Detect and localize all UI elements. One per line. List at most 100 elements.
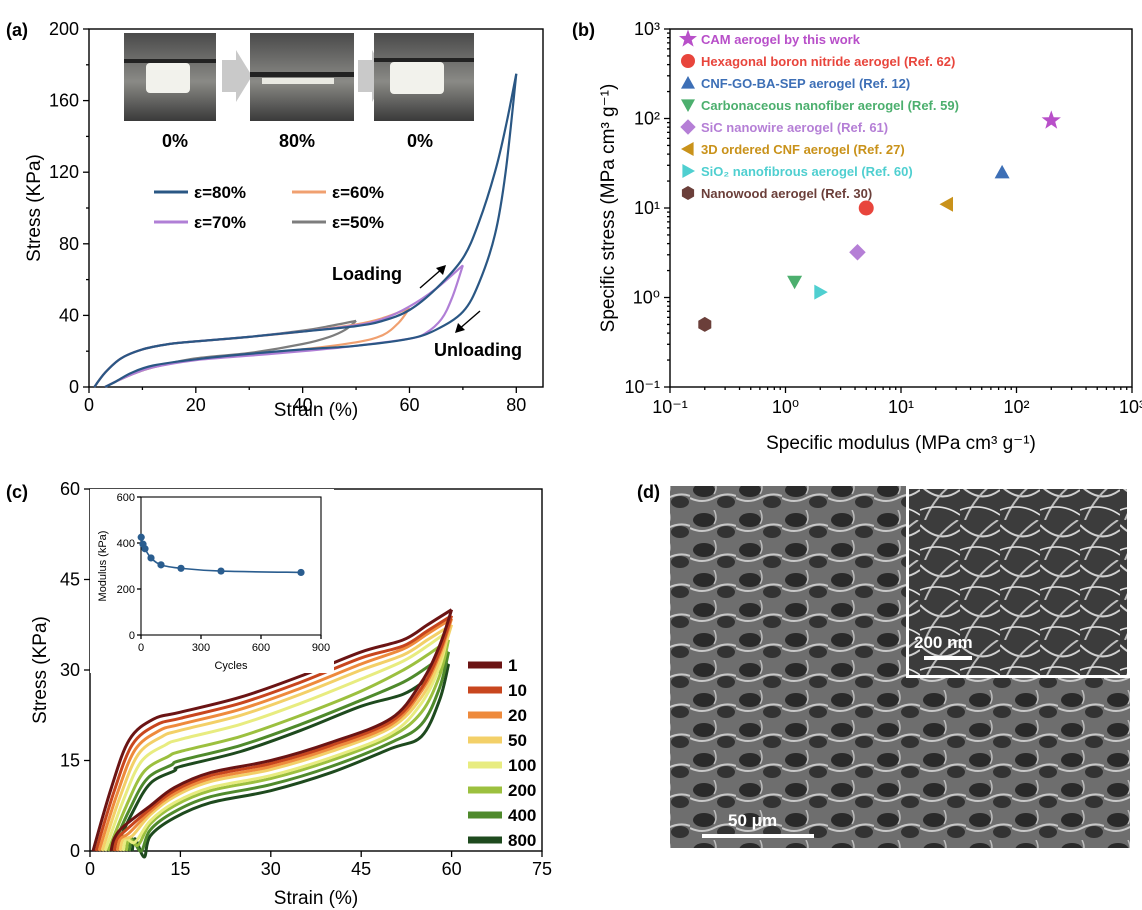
unloading-curve <box>112 615 454 852</box>
panel-c-ylabel: Stress (KPa) <box>30 616 51 724</box>
panel-a-legend: ε=80% ε=70% ε=60% ε=50% <box>154 183 384 232</box>
legend-marker <box>680 119 696 135</box>
legend-marker <box>681 186 695 200</box>
sample-compressed <box>262 78 334 84</box>
arrow-right-icon <box>358 50 388 102</box>
unloading-curve <box>115 618 454 852</box>
legend-label: 3D ordered CNF aerogel (Ref. 27) <box>701 142 905 157</box>
y-tick-label: 30 <box>60 660 80 680</box>
y-tick-label: 0 <box>70 841 80 861</box>
x-tick-label: 0 <box>85 859 95 879</box>
y-tick-label: 10³ <box>634 19 660 39</box>
y-tick-label: 0 <box>69 377 79 397</box>
legend-marker <box>681 76 695 89</box>
inset-point <box>147 554 155 562</box>
legend-label: CAM aerogel by this work <box>701 32 861 47</box>
panel-a-curves <box>93 73 518 388</box>
y-tick-label: 15 <box>60 751 80 771</box>
loading-arrow <box>419 267 444 289</box>
x-tick-label: 10⁰ <box>772 397 799 417</box>
arrow-down-left-icon <box>455 323 465 333</box>
panel-c-xlabel: Strain (%) <box>274 888 358 909</box>
legend-label: 10 <box>508 681 527 700</box>
panel-a-xlabel: Strain (%) <box>274 400 358 421</box>
inset-point <box>137 533 145 541</box>
legend-label: SiC nanowire aerogel (Ref. 61) <box>701 120 888 135</box>
unloading-curve <box>104 264 464 388</box>
x-tick-label: 10¹ <box>888 397 914 417</box>
inset-ylabel: Modulus (kPa) <box>97 531 109 602</box>
panel-b-label: (b) <box>572 20 595 40</box>
sample-recovered <box>390 62 444 94</box>
data-point <box>849 244 866 261</box>
inset-point <box>217 567 225 575</box>
inset-y-tick-label: 200 <box>117 584 135 596</box>
unloading-curve <box>118 624 454 852</box>
inset-point <box>157 561 165 569</box>
sem-inset-image <box>909 489 1127 675</box>
unloading-curve <box>121 630 451 852</box>
legend-marker <box>681 142 694 156</box>
sample-initial <box>146 63 190 93</box>
x-tick-label: 30 <box>261 859 281 879</box>
y-tick-label: 10² <box>634 109 660 129</box>
sem-scale-label: 50 μm <box>728 811 777 830</box>
panel-c-legend: 1 10 20 50 100 200 400 800 <box>468 656 536 850</box>
legend-label-eps80: ε=80% <box>194 183 246 202</box>
inset-point <box>177 564 185 572</box>
data-point <box>1041 110 1061 129</box>
y-tick-label: 45 <box>60 570 80 590</box>
panel-c-curves <box>91 608 454 859</box>
unloading-curve <box>124 639 451 852</box>
panel-a-label: (a) <box>6 20 28 40</box>
panel-c-inset: 0 300 600 900 0 200 400 600 Cycles Modulus (kPa… <box>90 489 334 673</box>
data-point <box>939 196 953 212</box>
panel-b-legend: CAM aerogel by this work Hexagonal boron … <box>679 29 959 201</box>
panel-c-label: (c) <box>6 482 28 502</box>
y-tick-label: 40 <box>59 305 79 325</box>
loading-curve <box>97 617 453 852</box>
x-tick-label: 60 <box>399 395 419 415</box>
panel-c: (c) 0 15 30 45 60 75 0 15 30 45 60 Strain (%) Stre… <box>6 479 552 909</box>
inset-point <box>297 568 305 577</box>
x-tick-label: 45 <box>351 859 371 879</box>
inset-y-tick-label: 600 <box>117 492 135 504</box>
panel-d-label: (d) <box>637 482 660 502</box>
unloading-curve <box>127 651 451 853</box>
panel-a-ylabel: Stress (KPa) <box>24 154 45 262</box>
legend-marker <box>681 99 695 112</box>
x-tick-label: 60 <box>442 859 462 879</box>
annotation-unloading: Unloading <box>434 340 522 360</box>
sem-inset-scale-label: 200 nm <box>914 633 973 652</box>
panel-a: (a) 0 20 40 60 80 0 40 80 120 160 200 Strain (%) S… <box>6 19 544 421</box>
loading-curve <box>93 73 518 388</box>
inset-x-tick-label: 0 <box>138 642 144 654</box>
legend-label: 400 <box>508 806 536 825</box>
x-tick-label: 10² <box>1003 397 1029 417</box>
compression-photos: 0% 80% 0% <box>124 33 474 151</box>
inset-x-tick-label: 300 <box>192 642 210 654</box>
inset-x-tick-label: 900 <box>312 642 330 654</box>
legend-label: 20 <box>508 706 527 725</box>
loading-curve <box>106 638 450 852</box>
unloading-curve <box>104 73 518 388</box>
sem-inset-scalebar <box>924 656 972 660</box>
legend-marker <box>682 164 695 178</box>
legend-label: 200 <box>508 781 536 800</box>
unloading-curve <box>130 663 451 859</box>
y-tick-label: 80 <box>59 234 79 254</box>
loading-curve <box>103 629 450 852</box>
y-tick-label: 60 <box>60 479 80 499</box>
legend-marker <box>679 29 697 47</box>
inset-xlabel: Cycles <box>214 660 248 672</box>
x-tick-label: 10³ <box>1119 397 1142 417</box>
panel-b-xlabel: Specific modulus (MPa cm³ g⁻¹) <box>766 433 1036 454</box>
panel-b-ylabel: Specific stress (MPa cm³ g⁻¹) <box>598 84 619 333</box>
data-point <box>787 275 803 290</box>
inset-data <box>137 533 305 577</box>
data-point <box>858 200 874 216</box>
data-point <box>698 316 712 332</box>
legend-label-eps50: ε=50% <box>332 213 384 232</box>
loading-curve <box>100 623 453 852</box>
